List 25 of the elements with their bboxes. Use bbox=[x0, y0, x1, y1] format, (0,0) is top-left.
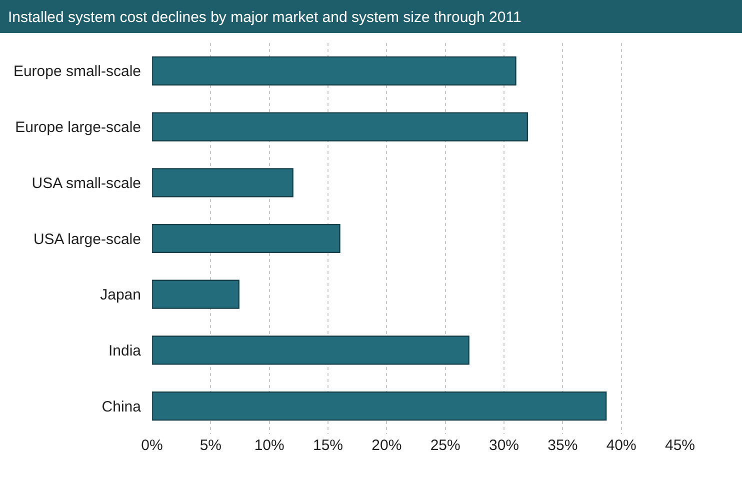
x-tick-label: 10% bbox=[254, 437, 284, 454]
y-tick-label: USA large-scale bbox=[33, 230, 141, 248]
bar bbox=[152, 168, 294, 198]
bar bbox=[152, 392, 607, 421]
chart-title: Installed system cost declines by major market and system size through 2011 bbox=[8, 8, 522, 26]
bar bbox=[152, 56, 516, 86]
bar bbox=[152, 112, 528, 142]
x-tick-label: 40% bbox=[606, 437, 636, 454]
x-tick-label: 5% bbox=[200, 437, 222, 454]
y-tick-label: China bbox=[102, 398, 142, 416]
bar bbox=[152, 280, 240, 309]
y-tick-label: Europe large-scale bbox=[15, 119, 141, 136]
x-tick-label: 0% bbox=[141, 437, 163, 454]
y-tick-label: USA small-scale bbox=[32, 174, 141, 192]
y-tick-label: Japan bbox=[100, 286, 141, 304]
y-tick-label: Europe small-scale bbox=[13, 63, 141, 80]
x-tick-label: 15% bbox=[312, 437, 344, 454]
x-tick-label: 25% bbox=[430, 437, 460, 454]
y-tick-label: India bbox=[108, 342, 142, 360]
x-tick-label: 20% bbox=[372, 437, 402, 454]
bar bbox=[152, 336, 470, 365]
bar bbox=[152, 224, 340, 254]
x-tick-label: 35% bbox=[548, 437, 578, 454]
x-tick-label: 45% bbox=[664, 437, 696, 454]
x-tick-label: 30% bbox=[488, 437, 520, 454]
